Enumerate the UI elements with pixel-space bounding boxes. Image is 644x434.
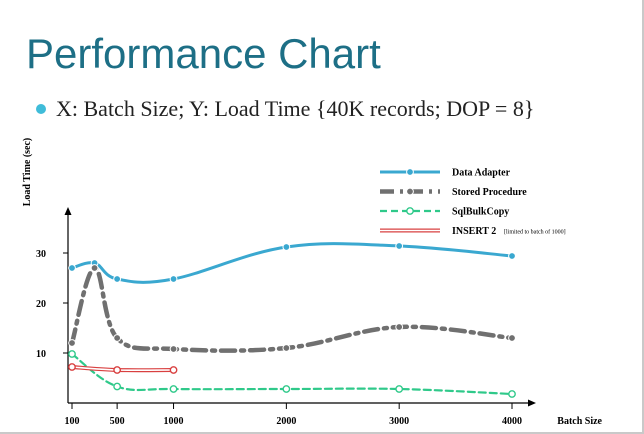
data-point xyxy=(282,243,291,251)
data-point xyxy=(68,350,76,358)
chart-legend: Data Adapter Stored Procedure SqlBulkCopy I… xyxy=(380,168,566,237)
legend-label: Data Adapter xyxy=(452,168,511,179)
x-tick-label: 1000 xyxy=(164,416,184,427)
bullet-item: X: Batch Size; Y: Load Time {40K records… xyxy=(36,96,534,122)
data-point xyxy=(113,382,122,391)
data-point xyxy=(395,242,404,250)
data-point xyxy=(395,323,404,331)
data-point xyxy=(169,275,178,283)
x-tick-label: 100 xyxy=(65,416,80,427)
legend-label: SqlBulkCopy xyxy=(452,207,509,218)
data-point xyxy=(508,334,516,342)
bullet-dot-icon xyxy=(36,104,46,114)
data-point xyxy=(113,366,122,374)
data-point xyxy=(113,334,122,342)
x-tick-label: 2000 xyxy=(276,416,296,427)
y-axis-arrow-icon xyxy=(64,207,72,215)
data-point xyxy=(508,390,516,398)
data-point xyxy=(508,252,516,260)
series-line xyxy=(69,265,515,353)
chart-series xyxy=(69,242,515,396)
data-point xyxy=(113,275,122,283)
series-line xyxy=(70,352,514,396)
data-point xyxy=(68,363,76,371)
x-tick-label: 500 xyxy=(110,416,125,427)
y-tick-label: 30 xyxy=(36,249,46,260)
chart-markers xyxy=(68,242,516,398)
legend-note: [limited to batch of 1000] xyxy=(504,229,566,236)
y-tick-label: 20 xyxy=(36,299,46,310)
legend-marker xyxy=(406,207,414,215)
data-point xyxy=(68,264,76,272)
data-point xyxy=(169,345,178,353)
series-line xyxy=(70,242,514,284)
legend-label: INSERT 2 xyxy=(452,226,496,237)
chart-axes: 100 500 1000 2000 3000 4000 10 20 30 Batch Size Lo… xyxy=(22,138,603,427)
bullet-text: X: Batch Size; Y: Load Time {40K records… xyxy=(56,96,535,121)
legend-label: Stored Procedure xyxy=(452,187,527,198)
x-axis-label: Batch Size xyxy=(557,416,602,427)
y-tick-label: 10 xyxy=(36,349,46,360)
data-point xyxy=(169,366,178,374)
legend-marker xyxy=(406,168,414,176)
x-tick-label: 3000 xyxy=(389,416,409,427)
page-title: Performance Chart xyxy=(26,30,381,77)
y-axis-label: Load Time (sec) xyxy=(22,138,33,207)
data-point xyxy=(169,385,178,393)
data-point xyxy=(68,339,76,347)
legend-marker xyxy=(406,187,414,196)
data-point xyxy=(282,385,291,393)
data-point xyxy=(282,344,291,352)
data-point xyxy=(90,264,99,272)
x-axis-arrow-icon xyxy=(528,399,536,407)
x-tick-label: 4000 xyxy=(502,416,522,427)
data-point xyxy=(395,385,404,393)
